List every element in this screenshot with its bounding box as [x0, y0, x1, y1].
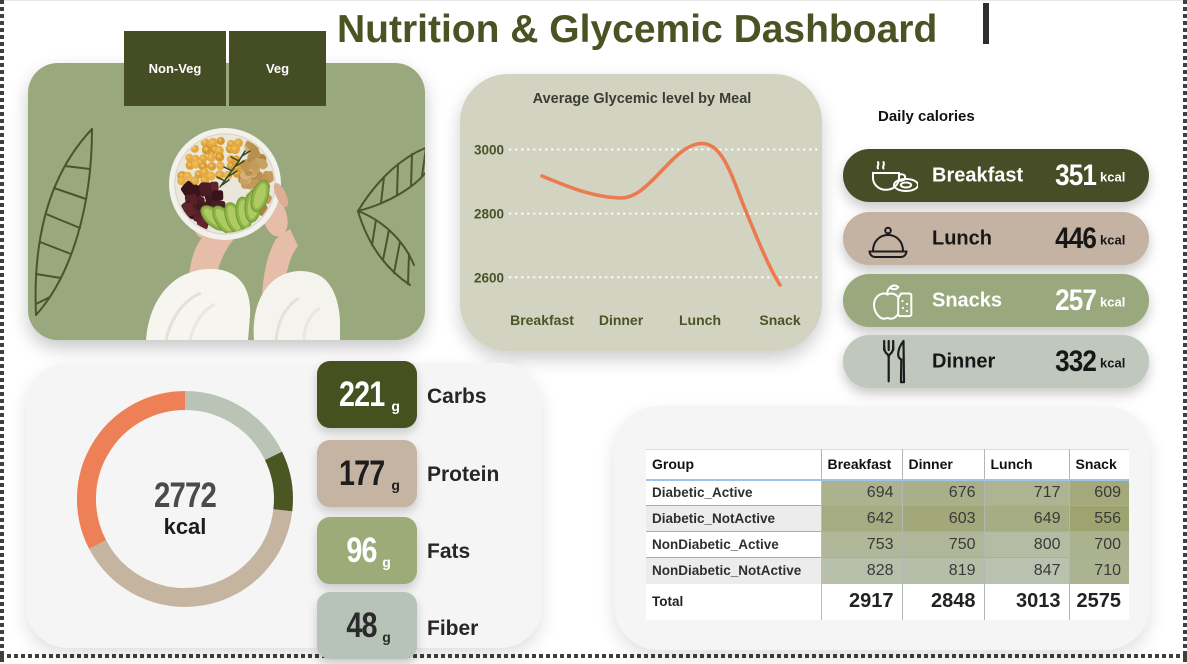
svg-text:Lunch: Lunch	[679, 312, 721, 328]
svg-text:Snack: Snack	[759, 312, 800, 328]
svg-text:Average Glycemic level by Meal: Average Glycemic level by Meal	[533, 91, 752, 107]
svg-text:2800: 2800	[474, 207, 504, 222]
svg-text:3000: 3000	[474, 143, 504, 158]
svg-text:Dinner: Dinner	[599, 312, 644, 328]
svg-text:Breakfast: Breakfast	[510, 312, 574, 328]
svg-text:2600: 2600	[474, 270, 504, 285]
